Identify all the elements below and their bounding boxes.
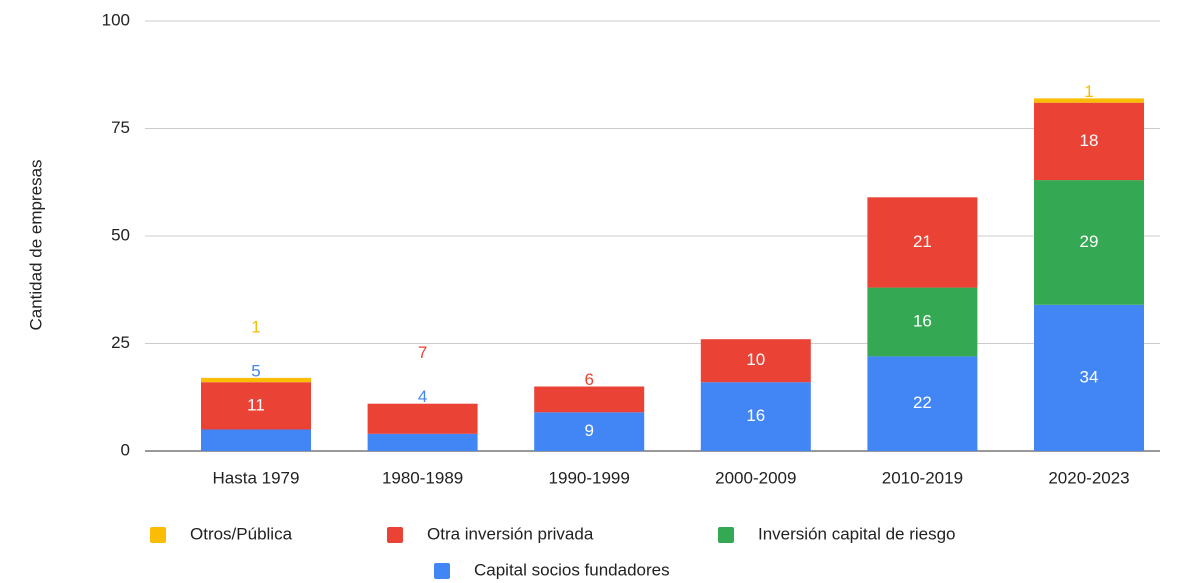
y-axis-label: Cantidad de empresas — [26, 159, 45, 330]
legend-label: Inversión capital de riesgo — [758, 524, 956, 543]
bar-segment — [534, 386, 645, 413]
data-label: 1 — [251, 317, 260, 336]
bar-segment — [700, 339, 811, 383]
bar-segment — [1034, 304, 1144, 451]
bar-segment — [201, 382, 311, 430]
y-tick-label: 50 — [111, 225, 130, 244]
legend-swatch — [387, 527, 403, 543]
data-label: 4 — [418, 387, 427, 406]
y-tick-label: 0 — [121, 440, 130, 459]
data-label: 11 — [247, 395, 265, 414]
legend-swatch — [150, 527, 166, 543]
x-tick-label: 1990-1999 — [549, 468, 630, 487]
bar-segment — [367, 433, 478, 451]
data-label: 7 — [418, 343, 427, 362]
data-label: 21 — [913, 232, 932, 251]
bar-segment — [201, 377, 311, 383]
x-tick-label: 2000-2009 — [715, 468, 796, 487]
data-label: 22 — [913, 393, 932, 412]
y-tick-label: 75 — [111, 118, 130, 137]
legend-label: Otros/Pública — [190, 524, 293, 543]
bar-segment — [1034, 98, 1144, 103]
bar-segment — [201, 429, 311, 451]
bar-segment — [700, 382, 811, 451]
bar-segment — [867, 356, 978, 451]
data-label: 1 — [1084, 82, 1093, 101]
legend-label: Capital socios fundadores — [474, 560, 670, 579]
data-label: 18 — [1080, 131, 1099, 150]
bar-segment — [1034, 180, 1144, 305]
bar-segment — [367, 403, 478, 434]
y-tick-label: 25 — [111, 333, 130, 352]
data-label: 29 — [1080, 232, 1099, 251]
data-label: 34 — [1080, 367, 1099, 386]
x-tick-label: 2020-2023 — [1048, 468, 1129, 487]
x-tick-label: 1980-1989 — [382, 468, 463, 487]
bar-segment — [867, 197, 978, 288]
data-label: 5 — [251, 361, 260, 380]
x-tick-label: 2010-2019 — [882, 468, 963, 487]
y-tick-label: 100 — [102, 10, 130, 29]
legend-swatch — [718, 527, 734, 543]
data-label: 16 — [746, 406, 765, 425]
x-tick-label: Hasta 1979 — [213, 468, 300, 487]
data-label: 16 — [913, 311, 932, 330]
data-label: 10 — [746, 350, 765, 369]
legend-swatch — [434, 563, 450, 579]
data-label: 9 — [584, 421, 593, 440]
bar-segment — [867, 287, 978, 357]
legend-label: Otra inversión privada — [427, 524, 594, 543]
data-label: 6 — [584, 370, 593, 389]
bar-segment — [534, 412, 645, 451]
bar-segment — [1034, 102, 1144, 181]
